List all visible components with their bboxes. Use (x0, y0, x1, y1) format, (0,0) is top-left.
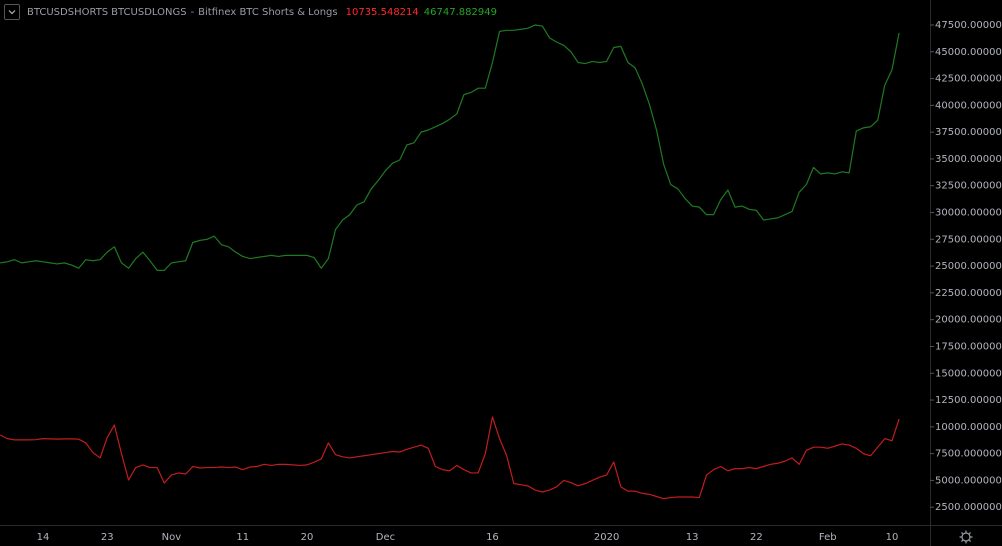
x-tick-label: 11 (236, 532, 249, 543)
y-tick-label: 20000.000000 (935, 315, 1002, 326)
last-value: 46747.882949 (423, 6, 497, 18)
y-tick-label: 42500.000000 (935, 74, 1002, 85)
x-tick-label: 2020 (594, 532, 619, 543)
y-tick-label: 22500.000000 (935, 288, 1002, 299)
settings-gear[interactable] (959, 530, 973, 544)
y-tick-label: 15000.000000 (935, 368, 1002, 379)
x-tick-label: Dec (376, 532, 395, 543)
y-tick-label: 40000.000000 (935, 100, 1002, 111)
plot: 2500.000000 5000.000000 7500.000000 10000.0… (0, 20, 1002, 543)
y-tick-label: 25000.000000 (935, 261, 1002, 272)
chevron (8, 10, 16, 15)
y-tick-label: 35000.000000 (935, 154, 1002, 165)
y-tick-label: 12500.000000 (935, 395, 1002, 406)
x-tick-label: Nov (162, 532, 182, 543)
y-tick-label: 2500.000000 (935, 502, 1002, 513)
x-tick-label: 20 (301, 532, 314, 543)
gear-teeth (959, 530, 973, 544)
y-tick-label: 5000.000000 (935, 475, 1002, 486)
collapse-button[interactable] (4, 4, 20, 20)
gear-ring (961, 532, 971, 542)
series-line (0, 24, 900, 271)
x-tick-label: Feb (819, 532, 837, 543)
x-tick-label: 22 (750, 532, 763, 543)
series-line (0, 416, 900, 500)
legend-header: BTCUSDSHORTS BTCUSDLONGS - Bitfinex BTC … (0, 0, 502, 24)
y-tick-label: 27500.000000 (935, 234, 1002, 245)
series-name: BTCUSDSHORTS (27, 6, 109, 18)
y-tick-label: 17500.000000 (935, 341, 1002, 352)
y-tick-label: 10000.000000 (935, 422, 1002, 433)
x-tick-label: 13 (686, 532, 699, 543)
y-tick-label: 7500.000000 (935, 449, 1002, 460)
chart-title: Bitfinex BTC Shorts & Longs (198, 6, 338, 18)
x-tick-label: 14 (37, 532, 50, 543)
y-tick-label: 47500.000000 (935, 20, 1002, 31)
x-tick-label: 10 (886, 532, 899, 543)
y-tick-label: 37500.000000 (935, 127, 1002, 138)
separator: - (190, 6, 195, 18)
y-tick-label: 45000.000000 (935, 47, 1002, 58)
last-value: 10735.548214 (345, 6, 419, 18)
series-name: BTCUSDLONGS (111, 6, 187, 18)
x-tick-label: 23 (101, 532, 114, 543)
x-tick-label: 16 (486, 532, 499, 543)
y-tick-label: 30000.000000 (935, 208, 1002, 219)
y-tick-label: 32500.000000 (935, 181, 1002, 192)
